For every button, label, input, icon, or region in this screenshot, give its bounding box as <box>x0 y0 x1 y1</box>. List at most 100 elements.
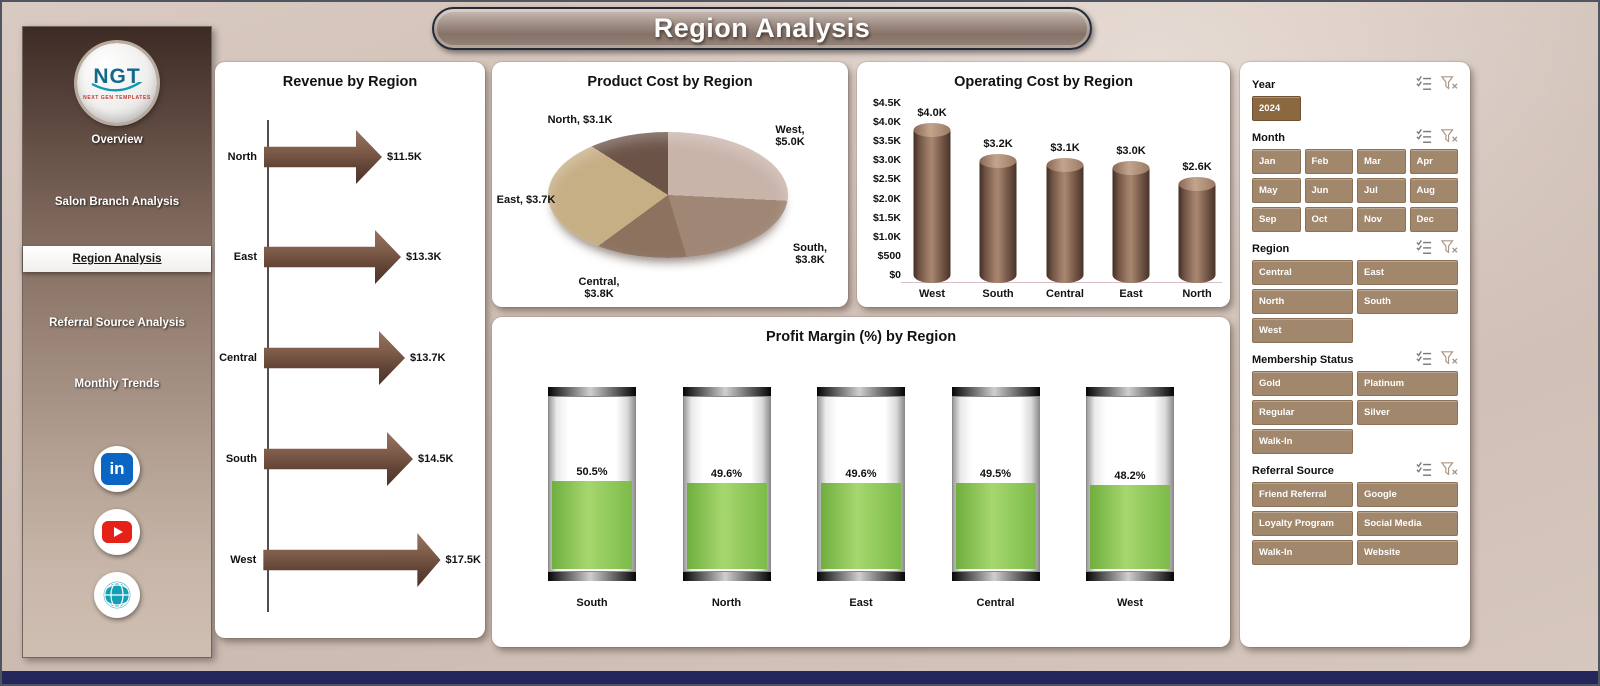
slicer-option-social-media[interactable]: Social Media <box>1357 511 1458 536</box>
linkedin-link[interactable]: in <box>94 446 140 492</box>
cylinder-bar <box>1046 158 1084 283</box>
clear-filter-icon[interactable] <box>1440 461 1458 477</box>
slicer-option-feb[interactable]: Feb <box>1304 149 1353 174</box>
pie-label-south: South, $3.8K <box>792 242 828 266</box>
clear-filter-icon[interactable] <box>1440 239 1458 255</box>
gauge-north: 49.6% North <box>672 387 782 633</box>
y-tick: $3.0K <box>872 154 901 167</box>
operating-value-label: $2.6K <box>1182 161 1212 173</box>
x-tick: North <box>1182 288 1212 300</box>
revenue-bar-south <box>264 432 413 486</box>
x-tick: West <box>918 288 946 300</box>
revenue-value-label: $11.5K <box>387 151 422 163</box>
battery-body: 48.2% <box>1086 396 1174 572</box>
slicer-option-aug[interactable]: Aug <box>1409 178 1458 203</box>
youtube-link[interactable] <box>94 509 140 555</box>
slicer-option-apr[interactable]: Apr <box>1409 149 1458 174</box>
slicer-option-south[interactable]: South <box>1357 289 1458 314</box>
slicer-option-sep[interactable]: Sep <box>1252 207 1301 232</box>
slicer-option-jun[interactable]: Jun <box>1304 178 1353 203</box>
cylinder-bar <box>1178 177 1216 283</box>
multi-select-icon[interactable] <box>1415 239 1433 255</box>
sidebar-item-referral-source-analysis[interactable]: Referral Source Analysis <box>49 317 185 329</box>
battery-body: 50.5% <box>548 396 636 572</box>
slicer-option-may[interactable]: May <box>1252 178 1301 203</box>
y-tick: $0 <box>889 268 901 281</box>
slicer-option-jul[interactable]: Jul <box>1357 178 1406 203</box>
slicer-membership-status: Membership Status Gold Platinum Regular … <box>1252 350 1458 454</box>
slicer-option-dec[interactable]: Dec <box>1409 207 1458 232</box>
slicer-option-west[interactable]: West <box>1252 318 1353 343</box>
battery-cap-top <box>1086 387 1174 396</box>
slicer-option-mar[interactable]: Mar <box>1357 149 1406 174</box>
pie-label-east: East, $3.7K <box>496 194 556 206</box>
multi-select-icon[interactable] <box>1415 128 1433 144</box>
slicer-option-central[interactable]: Central <box>1252 260 1353 285</box>
pie-label-west: West, $5.0K <box>775 124 805 148</box>
slicer-option-google[interactable]: Google <box>1357 482 1458 507</box>
battery-fill <box>821 482 901 569</box>
gauge-central: 49.5% Central <box>941 387 1051 633</box>
slicer-option-website[interactable]: Website <box>1357 540 1458 565</box>
slicer-title-month: Month <box>1252 132 1285 144</box>
slicer-option-silver[interactable]: Silver <box>1357 400 1458 425</box>
revenue-value-label: $14.5K <box>418 453 454 465</box>
battery-fill <box>1090 485 1170 569</box>
multi-select-icon[interactable] <box>1415 461 1433 477</box>
battery-cap-top <box>817 387 905 396</box>
gauge-category-label: East <box>849 597 873 609</box>
revenue-row-north: North $11.5K <box>215 127 481 187</box>
gauge-value-label: 49.5% <box>979 467 1012 480</box>
slicer-region: Region Central East North South West <box>1252 239 1458 343</box>
multi-select-icon[interactable] <box>1415 350 1433 366</box>
slicer-option-nov[interactable]: Nov <box>1357 207 1406 232</box>
slicer-option-friend-referral[interactable]: Friend Referral <box>1252 482 1353 507</box>
sidebar: NGT NEXT GEN TEMPLATES Overview Salon Br… <box>22 26 212 658</box>
y-tick: $4.5K <box>872 97 901 109</box>
gauge-value-label: 50.5% <box>576 466 608 479</box>
clear-filter-icon[interactable] <box>1440 75 1458 91</box>
gauge-category-label: North <box>711 597 742 609</box>
logo-swoosh-icon <box>91 82 143 92</box>
slicer-option-walk-in[interactable]: Walk-In <box>1252 429 1353 454</box>
sidebar-item-overview[interactable]: Overview <box>91 134 143 146</box>
operating-bar-central: $3.1K <box>1046 142 1084 283</box>
slicer-option-loyalty-program[interactable]: Loyalty Program <box>1252 511 1353 536</box>
slicer-option-platinum[interactable]: Platinum <box>1357 371 1458 396</box>
revenue-bar-north <box>264 130 382 184</box>
slicer-option-2024[interactable]: 2024 <box>1252 96 1301 121</box>
operating-value-label: $4.0K <box>917 107 947 119</box>
revenue-category-label: South <box>225 453 257 465</box>
sidebar-item-salon-branch-analysis[interactable]: Salon Branch Analysis <box>54 196 180 208</box>
operating-bar-east: $3.0K <box>1112 145 1150 283</box>
page-title: Region Analysis <box>432 7 1092 50</box>
y-tick: $3.5K <box>872 135 901 148</box>
battery-cap-bottom <box>682 572 771 581</box>
operating-cost-by-region-card: Operating Cost by Region $4.5K $4.0K $3.… <box>857 62 1230 307</box>
battery-cap-bottom <box>548 572 636 581</box>
battery-cap-top <box>682 387 771 396</box>
website-link[interactable] <box>94 572 140 618</box>
revenue-row-central: Central $13.7K <box>215 328 481 388</box>
clear-filter-icon[interactable] <box>1440 128 1458 144</box>
y-tick: $1.5K <box>872 211 901 224</box>
slicer-option-jan[interactable]: Jan <box>1252 149 1301 174</box>
battery-body: 49.5% <box>951 396 1040 572</box>
battery-fill <box>955 482 1036 569</box>
sidebar-item-region-analysis[interactable]: Region Analysis <box>23 246 211 272</box>
slicer-option-walk-in[interactable]: Walk-In <box>1252 540 1353 565</box>
slicer-option-east[interactable]: East <box>1357 260 1458 285</box>
profit-chart-title: Profit Margin (%) by Region <box>765 329 957 345</box>
slicer-month: Month Jan Feb Mar Apr May Jun Jul Aug Se… <box>1252 128 1458 232</box>
logo-subtext: NEXT GEN TEMPLATES <box>83 95 151 101</box>
multi-select-icon[interactable] <box>1415 75 1433 91</box>
sidebar-item-monthly-trends[interactable]: Monthly Trends <box>74 378 160 390</box>
slicer-option-gold[interactable]: Gold <box>1252 371 1353 396</box>
slicer-option-regular[interactable]: Regular <box>1252 400 1353 425</box>
slicer-option-north[interactable]: North <box>1252 289 1353 314</box>
profit-margin-by-region-card: Profit Margin (%) by Region 50.5% South … <box>492 317 1230 647</box>
slicer-option-oct[interactable]: Oct <box>1304 207 1353 232</box>
gauge-south: 50.5% South <box>537 387 647 633</box>
globe-icon <box>103 581 131 609</box>
clear-filter-icon[interactable] <box>1440 350 1458 366</box>
